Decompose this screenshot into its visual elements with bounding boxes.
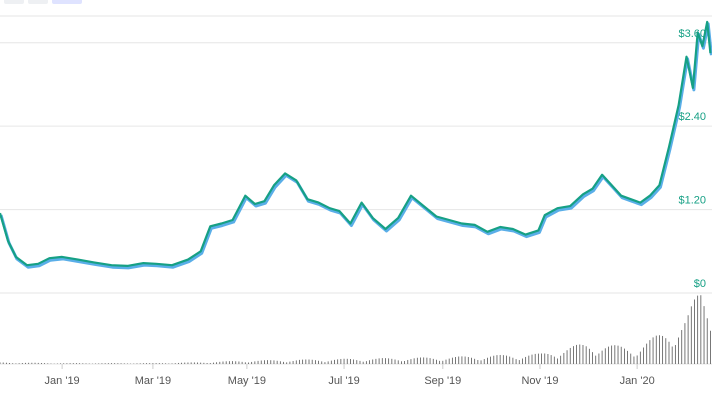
y-tick-label: $3.60 — [678, 28, 706, 40]
x-tick-label: Nov '19 — [521, 375, 558, 387]
x-tick-label: Jan '19 — [45, 375, 80, 387]
range-button-2[interactable] — [28, 0, 48, 4]
price-line-secondary — [0, 22, 712, 270]
x-tick-label: Jan '20 — [620, 375, 655, 387]
x-tick-label: Mar '19 — [135, 375, 171, 387]
x-tick-label: Jul '19 — [328, 375, 359, 387]
y-tick-label: $1.20 — [678, 195, 706, 207]
x-tick-label: Sep '19 — [424, 375, 461, 387]
range-button-3[interactable] — [52, 0, 82, 4]
range-button-1[interactable] — [4, 0, 24, 4]
y-tick-label: $0 — [694, 278, 706, 290]
x-tick-label: May '19 — [228, 375, 266, 387]
price-line — [0, 20, 712, 267]
y-tick-label: $2.40 — [678, 111, 706, 123]
